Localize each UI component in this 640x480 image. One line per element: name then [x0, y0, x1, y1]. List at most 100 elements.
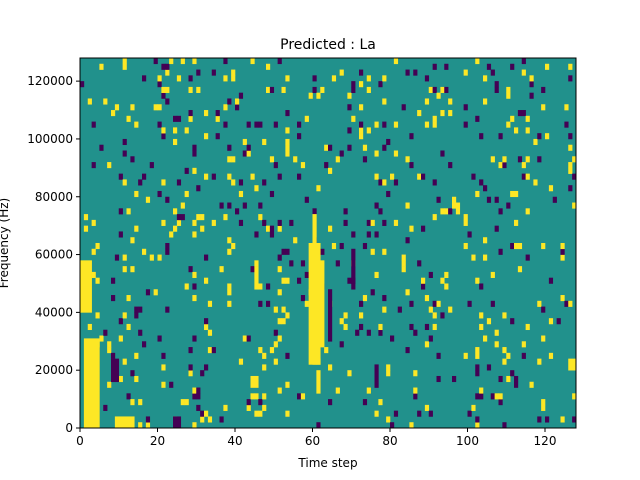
heatmap-cell: [258, 399, 263, 406]
heatmap-cell: [370, 219, 375, 226]
heatmap-cell: [262, 352, 267, 359]
heatmap-cell: [432, 312, 437, 319]
heatmap-cell: [572, 202, 577, 209]
heatmap-cell: [335, 156, 340, 163]
heatmap-cell: [312, 86, 317, 93]
heatmap-cell: [269, 190, 275, 198]
heatmap-cell: [359, 121, 364, 128]
heatmap-cell: [281, 277, 286, 284]
heatmap-cell: [235, 208, 240, 215]
heatmap-cell: [138, 422, 143, 429]
heatmap-cell: [359, 104, 364, 111]
heatmap-cell: [347, 104, 352, 111]
heatmap-cell: [448, 306, 453, 313]
heatmap-cell: [173, 208, 178, 215]
heatmap-cell: [525, 323, 530, 331]
heatmap-cell: [537, 358, 542, 365]
heatmap-cell: [250, 58, 255, 65]
heatmap-cell: [153, 104, 158, 111]
heatmap-cell: [277, 266, 282, 273]
heatmap-cell: [424, 295, 430, 302]
heatmap-cell: [134, 312, 139, 319]
heatmap-cell: [382, 248, 387, 255]
heatmap-cell: [184, 283, 189, 290]
heatmap-cell: [510, 115, 515, 122]
heatmap-cell: [273, 121, 278, 128]
heatmap-cell: [467, 300, 472, 307]
heatmap-cell: [374, 410, 379, 417]
heatmap-cell: [444, 271, 449, 278]
heatmap-cell: [448, 208, 453, 215]
heatmap-cell: [289, 219, 294, 226]
heatmap-cell: [517, 110, 523, 117]
heatmap-cell: [479, 179, 484, 186]
heatmap-cell: [331, 243, 337, 250]
heatmap-cell: [494, 341, 499, 348]
heatmap-cell: [529, 92, 534, 99]
heatmap-cell: [231, 75, 236, 82]
heatmap-background: [80, 58, 576, 428]
heatmap-cell: [533, 138, 538, 146]
heatmap-cell: [180, 399, 185, 406]
heatmap-cell: [564, 121, 569, 128]
heatmap-cell: [200, 225, 205, 232]
heatmap-cell: [467, 410, 472, 417]
heatmap-cell: [196, 214, 201, 221]
heatmap-cell: [421, 173, 426, 180]
heatmap-cell: [417, 410, 422, 417]
heatmap-cell: [273, 306, 278, 313]
heatmap-cell: [161, 133, 166, 140]
heatmap-cell: [517, 156, 523, 163]
heatmap-cell: [142, 248, 147, 255]
heatmap-cell: [393, 121, 399, 128]
heatmap-cell: [204, 133, 209, 140]
heatmap-cell: [277, 387, 282, 394]
heatmap-cell: [517, 266, 523, 273]
heatmap-cell: [176, 214, 182, 221]
heatmap-cell: [192, 393, 197, 400]
heatmap-cell: [99, 63, 104, 70]
heatmap-cell: [99, 335, 104, 342]
heatmap-cell: [165, 86, 170, 93]
heatmap-cell: [254, 121, 259, 128]
heatmap-cell: [378, 323, 383, 331]
heatmap-cell: [548, 352, 554, 359]
heatmap-span: [83, 338, 100, 429]
heatmap-cell: [235, 104, 240, 111]
heatmap-cell: [324, 347, 329, 354]
heatmap-cell: [413, 370, 418, 377]
heatmap-cells: [80, 58, 577, 429]
x-axis-label: Time step: [297, 456, 357, 470]
heatmap-cell: [258, 202, 263, 209]
heatmap-cell: [424, 75, 430, 82]
heatmap-cell: [440, 110, 445, 117]
heatmap-cell: [541, 86, 546, 93]
heatmap-cell: [572, 416, 577, 423]
heatmap-cell: [328, 225, 333, 232]
heatmap-cell: [196, 185, 201, 192]
heatmap-cell: [498, 393, 503, 400]
heatmap-cell: [242, 202, 247, 209]
heatmap-cell: [502, 422, 507, 429]
heatmap-cell: [351, 231, 356, 238]
heatmap-cell: [130, 370, 135, 377]
heatmap-cell: [343, 208, 348, 215]
heatmap-cell: [428, 86, 433, 93]
heatmap-cell: [556, 318, 561, 325]
heatmap-cell: [362, 295, 368, 302]
heatmap-cell: [529, 381, 534, 388]
heatmap-cell: [479, 393, 484, 400]
heatmap-cell: [424, 121, 430, 128]
heatmap-cell: [188, 75, 193, 82]
heatmap-cell: [455, 202, 461, 209]
heatmap-cell: [95, 277, 100, 284]
heatmap-cell: [173, 138, 178, 146]
heatmap-cell: [521, 58, 526, 65]
heatmap-cell: [215, 110, 220, 117]
heatmap-span: [351, 248, 356, 284]
heatmap-cell: [417, 173, 422, 180]
heatmap-cell: [207, 347, 213, 354]
heatmap-cell: [409, 323, 414, 331]
heatmap-cell: [308, 92, 313, 99]
heatmap-cell: [142, 173, 147, 180]
